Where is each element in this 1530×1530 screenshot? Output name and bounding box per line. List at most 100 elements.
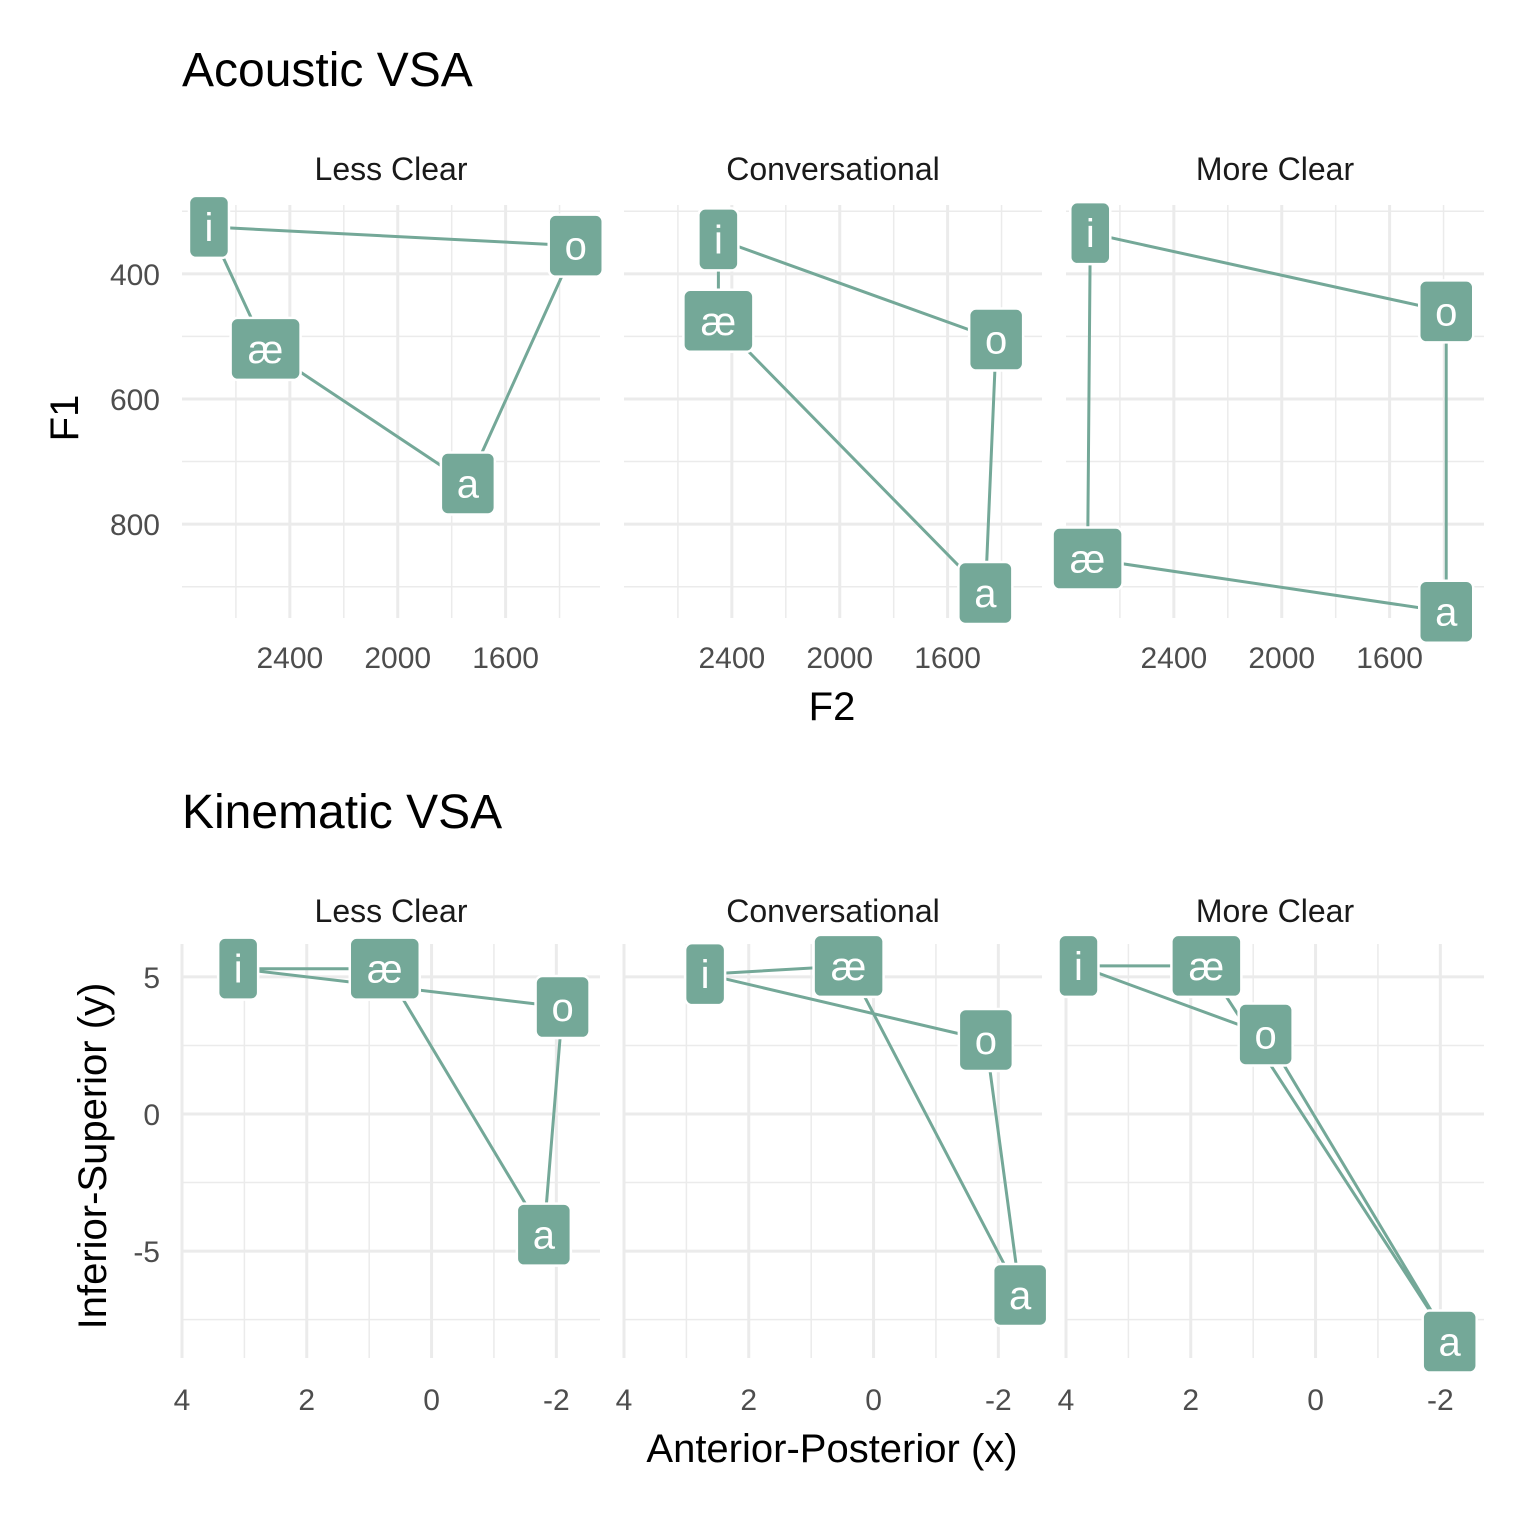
x-tick-label: 2400	[698, 642, 765, 675]
major-gridlines	[1064, 944, 1484, 1358]
kinematic-y-axis-title: Inferior-Superior (y)	[71, 983, 115, 1330]
facet-strip-label: Less Clear	[315, 893, 468, 929]
vowel-label-box	[1421, 1309, 1478, 1374]
minor-gridlines	[1066, 205, 1484, 618]
major-gridlines	[1066, 205, 1484, 618]
vowel-label-a: a	[1421, 1309, 1478, 1374]
x-tick-label: 1600	[1356, 642, 1423, 675]
facet-strip-label: More Clear	[1196, 151, 1355, 187]
vowel-label-i: i	[1057, 933, 1100, 999]
vowel-label-box	[348, 936, 422, 1001]
vowel-label-box	[1069, 200, 1112, 266]
vowel-label-box	[957, 560, 1014, 626]
vowel-label-box	[967, 307, 1025, 372]
acoustic-panel-conversational: Conversational 2400 2000 1600 iæ a o	[624, 151, 1042, 675]
y-tick-label: 600	[110, 384, 160, 417]
vowel-label-text: i	[1086, 212, 1095, 256]
x-tick-label: -2	[1427, 1384, 1454, 1417]
vowel-label-text: a	[457, 462, 480, 506]
x-tick-label: 2000	[1248, 642, 1315, 675]
vowel-label-text: a	[1439, 1321, 1462, 1365]
vowel-label-text: æ	[1189, 945, 1225, 989]
y-tick-label: 5	[143, 962, 160, 995]
facet-strip-label: More Clear	[1196, 893, 1355, 929]
x-tick-label: 2000	[806, 642, 873, 675]
vowel-label-a: a	[991, 1262, 1049, 1328]
vowel-label-o: o	[534, 974, 591, 1040]
kinematic-x-axis-title: Anterior-Posterior (x)	[646, 1427, 1017, 1471]
x-tick-label: 2400	[256, 642, 323, 675]
vowel-label-box	[515, 1202, 573, 1267]
vowel-label-box	[812, 933, 885, 999]
kinematic-panel-conversational: Conversational 4 2 0 -2 i æ a o	[616, 893, 1049, 1417]
x-tick-label: 1600	[472, 642, 539, 675]
vowel-label-a: a	[957, 560, 1014, 626]
y-tick-label: -5	[133, 1236, 160, 1269]
vowel-label-text: o	[1255, 1013, 1277, 1057]
x-tick-label: -2	[543, 1384, 570, 1417]
minor-gridlines	[182, 944, 600, 1358]
vowel-label-box	[1237, 1002, 1294, 1067]
vowel-label-box	[957, 1007, 1015, 1073]
vowel-label-ae: æ	[1170, 933, 1243, 999]
y-tick-label: 800	[110, 509, 160, 542]
vowel-label-text: i	[701, 953, 710, 997]
vowel-label-text: æ	[701, 300, 737, 344]
vowel-label-o: o	[547, 213, 604, 278]
x-tick-label: 2	[1182, 1384, 1199, 1417]
facet-strip-label: Conversational	[726, 893, 939, 929]
minor-gridlines	[624, 205, 1042, 618]
vowel-label-text: i	[205, 206, 214, 250]
vowel-label-text: i	[714, 218, 723, 262]
x-tick-label: 1600	[914, 642, 981, 675]
facet-strip-label: Less Clear	[315, 151, 468, 187]
vowel-space-polygon	[716, 237, 998, 597]
vowel-label-box	[1170, 933, 1243, 999]
vowel-label-text: o	[975, 1019, 997, 1063]
vowel-label-box	[682, 288, 755, 354]
vowel-label-o: o	[1237, 1002, 1294, 1067]
acoustic-x-axis-title: F2	[809, 685, 856, 729]
kinematic-vsa-chart: Kinematic VSA Anterior-Posterior (x) Inf…	[71, 786, 1484, 1471]
x-tick-label: 0	[865, 1384, 882, 1417]
vowel-label-i: i	[1069, 200, 1112, 266]
vowel-label-text: a	[1435, 591, 1458, 635]
vowel-label-ae: æ	[812, 933, 885, 999]
x-tick-label: 2400	[1140, 642, 1207, 675]
vowel-label-a: a	[439, 451, 497, 516]
vowel-label-box	[683, 941, 727, 1007]
vowel-label-text: æ	[831, 945, 867, 989]
acoustic-panel-more-clear: More Clear 2400 2000 1600 i æ a o	[1051, 151, 1484, 675]
vowel-label-o: o	[967, 307, 1025, 372]
vowel-label-box	[439, 451, 497, 516]
acoustic-chart-title: Acoustic VSA	[182, 44, 473, 97]
vowel-label-box	[229, 316, 302, 382]
acoustic-panel-less-clear: Less Clear 2400 2000 1600 i æ a o	[182, 151, 604, 675]
x-tick-label: 2	[298, 1384, 315, 1417]
x-tick-label: 0	[1307, 1384, 1324, 1417]
vowel-label-i: i	[216, 936, 260, 1001]
vowel-label-ae: æ	[682, 288, 755, 354]
x-tick-label: 2	[740, 1384, 757, 1417]
vowel-label-box	[991, 1262, 1049, 1328]
vowel-label-text: æ	[1070, 538, 1106, 582]
vowel-label-text: o	[985, 319, 1007, 363]
vowel-label-o: o	[957, 1007, 1015, 1073]
x-tick-label: 2000	[364, 642, 431, 675]
vowel-label-text: o	[1435, 290, 1457, 334]
kinematic-panel-less-clear: Less Clear 4 2 0 -2 i æ a o	[174, 893, 600, 1417]
minor-gridlines	[624, 944, 1042, 1358]
vowel-label-ae: æ	[229, 316, 302, 382]
vowel-label-box	[1417, 279, 1475, 344]
vowel-label-text: i	[234, 948, 243, 992]
x-tick-label: 4	[616, 1384, 633, 1417]
x-tick-label: -2	[985, 1384, 1012, 1417]
vowel-label-ae: æ	[1051, 526, 1124, 591]
vowel-label-a: a	[515, 1202, 573, 1267]
x-tick-label: 4	[174, 1384, 191, 1417]
vowel-label-box	[1057, 933, 1100, 999]
acoustic-y-axis-title: F1	[43, 395, 87, 442]
vowel-label-box	[216, 936, 260, 1001]
vowel-label-i: i	[683, 941, 727, 1007]
vowel-label-text: o	[551, 986, 573, 1030]
